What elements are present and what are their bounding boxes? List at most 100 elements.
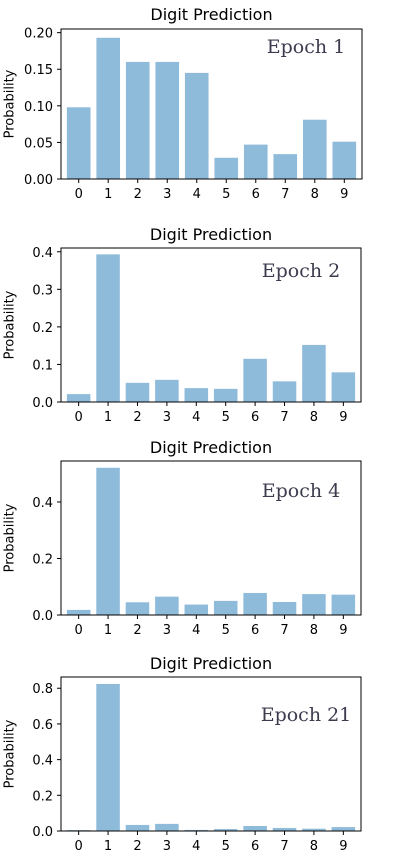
x-tick-label: 9	[339, 623, 347, 638]
x-tick-label: 0	[75, 623, 83, 638]
x-tick-label: 2	[133, 623, 141, 638]
bar-digit-9	[331, 372, 356, 402]
plot-frame	[60, 460, 362, 616]
chart-panel-2: 0 1 2 3 4 5 6 7 8 9 0.0 0.2 0.4 Digit Prediction Proba…	[3, 438, 362, 638]
x-tick-label: 0	[75, 839, 83, 853]
y-axis-label: Probability	[3, 503, 18, 572]
bar-digit-8	[302, 594, 326, 615]
y-tick-label: 0.15	[24, 63, 53, 78]
x-tick-label: 3	[163, 623, 171, 638]
x-tick-label: 9	[339, 839, 347, 853]
x-tick-label: 4	[192, 410, 200, 425]
y-tick-label: 0.2	[32, 789, 53, 804]
chart-title: Digit Prediction	[150, 225, 272, 244]
bar-digit-6	[243, 826, 267, 831]
bar-digit-4	[184, 604, 209, 615]
x-tick-label: 8	[310, 839, 318, 853]
bar-digit-6	[243, 358, 267, 402]
bar-digit-6	[243, 592, 267, 615]
y-axis-label: Probability	[3, 719, 18, 788]
bar-digit-3	[155, 596, 179, 615]
bar-digit-2	[125, 382, 150, 402]
y-tick-label: 0.00	[24, 173, 53, 188]
plot-frame	[60, 676, 362, 832]
x-tick-label: 4	[193, 187, 201, 202]
x-tick-label: 8	[311, 187, 319, 202]
x-tick-label: 3	[163, 839, 171, 853]
bar-digit-1	[96, 467, 120, 615]
bar-digit-9	[332, 141, 357, 179]
bar-digit-8	[302, 828, 326, 831]
x-tick-label: 1	[104, 410, 112, 425]
x-tick-label: 5	[222, 839, 230, 853]
bar-digit-8	[302, 344, 326, 402]
x-tick-label: 7	[280, 623, 288, 638]
y-tick-label: 0.1	[32, 358, 53, 373]
x-tick-label: 0	[75, 410, 83, 425]
bar-digit-3	[155, 823, 179, 831]
chart-panel-0: 0 1 2 3 4 5 6 7 8 9 0.00 0.05 0.10 0.15 0.20 Digit Pred…	[3, 5, 363, 202]
bar-digit-1	[96, 683, 120, 831]
x-tick-label: 7	[281, 187, 289, 202]
x-tick-label: 6	[251, 410, 259, 425]
x-tick-label: 6	[251, 839, 259, 853]
bar-digit-7	[272, 827, 297, 831]
bar-digit-9	[331, 827, 356, 831]
epoch-annotation: Epoch 21	[261, 704, 352, 726]
bar-digit-3	[155, 61, 180, 179]
y-tick-label: 0.05	[24, 136, 53, 151]
x-tick-label: 8	[310, 410, 318, 425]
y-tick-label: 0.8	[32, 682, 53, 697]
x-tick-label: 5	[222, 187, 230, 202]
bar-digit-4	[184, 72, 209, 179]
bar-digit-5	[213, 388, 238, 402]
bar-digit-7	[272, 381, 297, 402]
bar-digit-0	[66, 609, 91, 615]
plot-frame	[60, 247, 362, 403]
x-tick-label: 1	[104, 187, 112, 202]
y-tick-label: 0.4	[32, 754, 53, 769]
x-tick-label: 7	[280, 410, 288, 425]
x-tick-label: 4	[192, 839, 200, 853]
y-tick-label: 0.10	[24, 100, 53, 115]
y-tick-label: 0.2	[32, 321, 53, 336]
bar-digit-7	[273, 154, 298, 179]
x-tick-label: 6	[251, 623, 259, 638]
bar-digit-0	[66, 107, 91, 179]
x-tick-label: 2	[134, 187, 142, 202]
x-tick-label: 5	[222, 410, 230, 425]
x-tick-label: 9	[340, 187, 348, 202]
y-axis-label: Probability	[3, 69, 18, 138]
bar-digit-8	[302, 119, 327, 179]
y-tick-label: 0.0	[32, 825, 53, 840]
chart-title: Digit Prediction	[150, 5, 272, 24]
bar-digit-5	[213, 829, 238, 831]
bar-digit-3	[155, 379, 179, 402]
x-tick-label: 6	[252, 187, 260, 202]
x-tick-label: 7	[280, 839, 288, 853]
y-axis-label: Probability	[3, 290, 18, 359]
x-tick-label: 2	[133, 839, 141, 853]
x-tick-label: 3	[163, 410, 171, 425]
plot-frame	[60, 28, 363, 180]
bar-digit-5	[213, 600, 238, 615]
bar-digit-7	[272, 602, 297, 615]
x-tick-label: 2	[133, 410, 141, 425]
chart-title: Digit Prediction	[150, 654, 272, 673]
bar-digit-1	[96, 37, 121, 179]
y-tick-label: 0.20	[24, 27, 53, 42]
chart-panel-1: 0 1 2 3 4 5 6 7 8 9 0.0 0.1 0.2 0.3 0.4 Digit Predictio…	[3, 225, 362, 425]
y-tick-label: 0.0	[32, 609, 53, 624]
chart-title: Digit Prediction	[150, 438, 272, 457]
y-tick-label: 0.4	[32, 246, 53, 261]
bar-digit-6	[243, 144, 268, 179]
x-tick-label: 9	[339, 410, 347, 425]
bar-digit-0	[66, 394, 91, 402]
y-tick-label: 0.3	[32, 283, 53, 298]
bar-digit-4	[184, 388, 209, 402]
y-tick-label: 0.0	[32, 396, 53, 411]
bar-digit-4	[184, 829, 209, 831]
bar-digit-2	[125, 61, 150, 179]
y-tick-label: 0.6	[32, 718, 53, 733]
bar-digit-5	[214, 157, 239, 179]
